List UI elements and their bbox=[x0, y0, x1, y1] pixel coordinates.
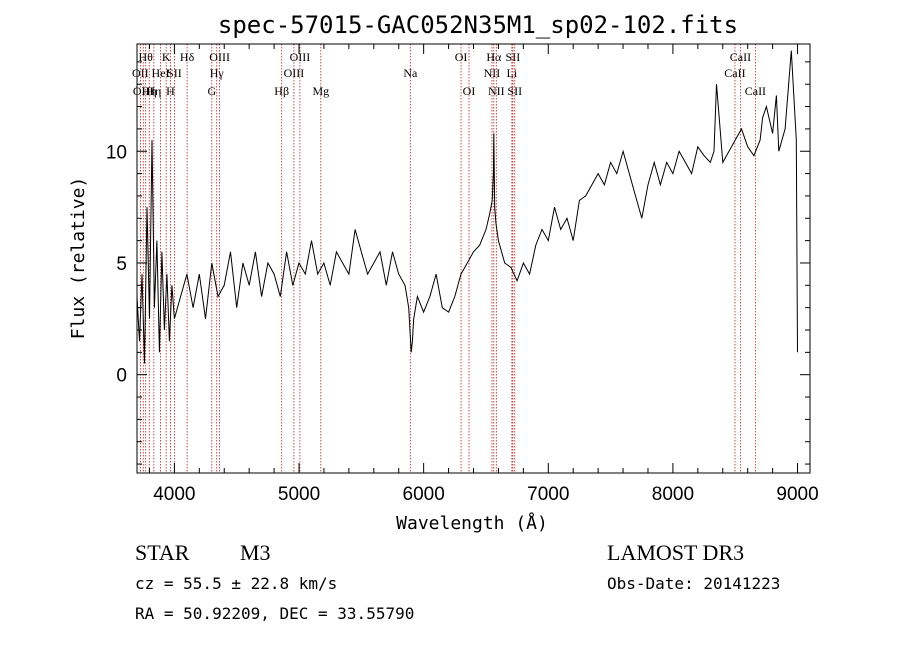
chart-title: spec-57015-GAC052N35M1_sp02-102.fits bbox=[218, 11, 738, 39]
marker-label-6: K bbox=[162, 50, 171, 64]
x-axis-label: Wavelength (Å) bbox=[396, 512, 548, 534]
y-axis-ticks: 0 5 10 bbox=[106, 61, 810, 465]
marker-label-27: CaII bbox=[730, 50, 751, 64]
marker-label-23: Li bbox=[507, 66, 518, 80]
y-tick-label-2: 10 bbox=[106, 142, 127, 163]
x-tick-label-5: 9000 bbox=[776, 484, 818, 505]
marker-label-14: OIII bbox=[284, 66, 305, 80]
marker-label-0: OII bbox=[132, 66, 149, 80]
marker-label-12: OIII bbox=[209, 50, 230, 64]
marker-label-24: SII bbox=[506, 50, 521, 64]
plot-frame bbox=[136, 43, 811, 474]
x-axis-ticks: 4000 5000 6000 7000 8000 9000 bbox=[148, 44, 819, 505]
marker-label-21: Hα bbox=[486, 50, 502, 64]
survey-name: LAMOST DR3 bbox=[607, 540, 744, 565]
x-tick-label-1: 5000 bbox=[278, 484, 320, 505]
object-type: STAR bbox=[135, 540, 190, 565]
marker-label-8: SII bbox=[167, 66, 182, 80]
y-tick-label-1: 5 bbox=[116, 254, 127, 275]
object-subclass: M3 bbox=[240, 540, 271, 565]
marker-label-26: CaII bbox=[724, 66, 745, 80]
redshift-cz: cz = 55.5 ± 22.8 km/s bbox=[135, 574, 337, 593]
x-tick-label-4: 8000 bbox=[652, 484, 694, 505]
marker-label-13: Hβ bbox=[274, 84, 289, 98]
marker-label-28: CaII bbox=[745, 84, 766, 98]
x-tick-label-3: 7000 bbox=[527, 484, 569, 505]
marker-label-11: Hγ bbox=[210, 66, 225, 80]
marker-label-9: Hδ bbox=[180, 50, 195, 64]
marker-label-22: NII bbox=[488, 84, 505, 98]
observation-date: Obs-Date: 20141223 bbox=[607, 574, 780, 593]
marker-label-17: Na bbox=[403, 66, 418, 80]
x-tick-label-2: 6000 bbox=[403, 484, 445, 505]
marker-label-16: Mg bbox=[312, 84, 329, 98]
marker-label-5: HeI bbox=[152, 66, 170, 80]
marker-label-4: Hη bbox=[146, 84, 161, 98]
y-tick-label-0: 0 bbox=[116, 366, 127, 387]
marker-label-18: OI bbox=[455, 50, 468, 64]
marker-label-3: Hη bbox=[142, 84, 157, 98]
y-axis-label: Flux (relative) bbox=[68, 177, 89, 340]
flux-line bbox=[136, 50, 798, 364]
flux-series bbox=[136, 50, 798, 364]
marker-label-15: OIII bbox=[290, 50, 311, 64]
marker-label-10: G bbox=[207, 84, 216, 98]
marker-label-20: NII bbox=[484, 66, 501, 80]
marker-label-1: OIII bbox=[133, 84, 154, 98]
marker-label-25: SII bbox=[507, 84, 522, 98]
marker-label-19: OI bbox=[463, 84, 476, 98]
line-markers: OIIOIIIHθHηHηHeIKHSIIHδGHγOIIIHβOIIIOIII… bbox=[132, 44, 766, 473]
marker-label-7: H bbox=[166, 84, 175, 98]
coordinates: RA = 50.92209, DEC = 33.55790 bbox=[135, 604, 414, 623]
x-tick-label-0: 4000 bbox=[153, 484, 195, 505]
